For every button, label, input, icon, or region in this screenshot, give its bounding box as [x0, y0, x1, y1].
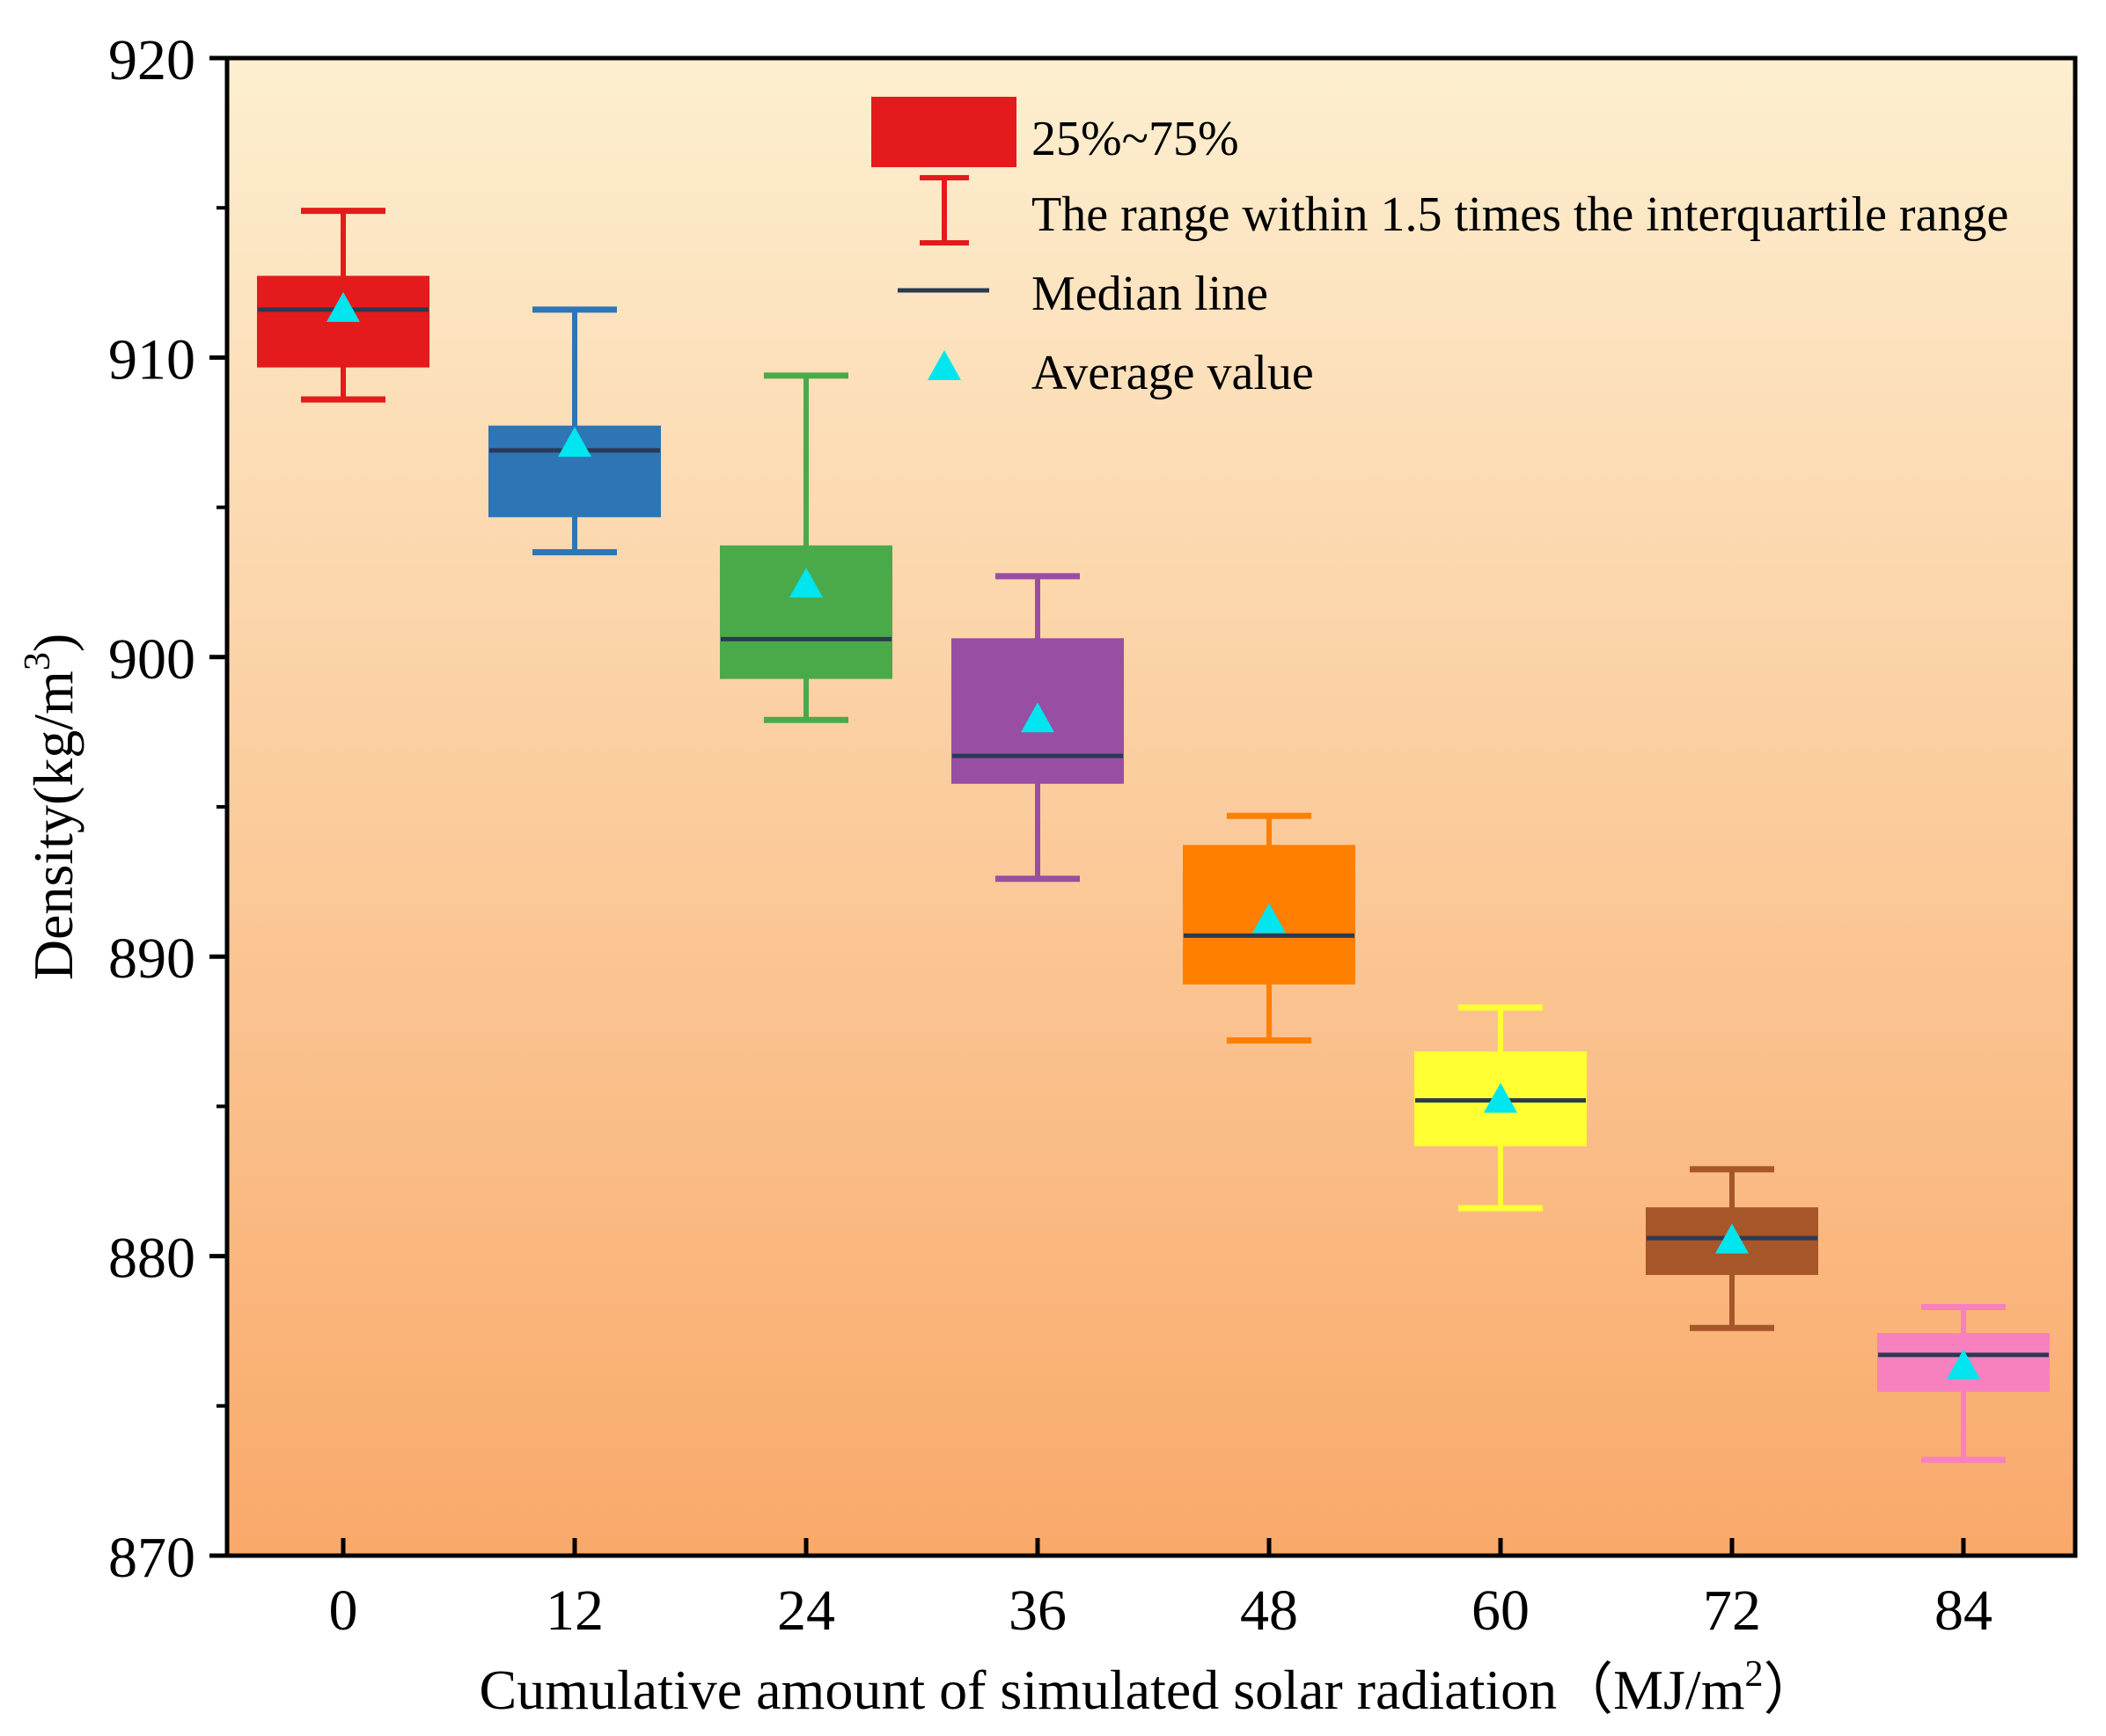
- x-tick-label: 36: [1009, 1579, 1067, 1643]
- legend-whisker-label: The range within 1.5 times the interquar…: [1031, 187, 2008, 242]
- x-tick-label: 12: [546, 1579, 604, 1643]
- box-48: [1183, 812, 1355, 1044]
- legend-box-swatch: [871, 97, 1016, 167]
- legend-mean-swatch: [928, 350, 961, 380]
- box-60: [1414, 1004, 1587, 1212]
- iqr-box: [1646, 1207, 1818, 1276]
- mean-marker: [789, 568, 823, 598]
- x-tick-label: 24: [777, 1579, 835, 1643]
- iqr-box: [720, 545, 892, 679]
- x-tick-label: 0: [329, 1579, 358, 1643]
- box-72: [1646, 1166, 1818, 1331]
- box-84: [1877, 1303, 2050, 1463]
- box-12: [488, 306, 661, 556]
- legend-median-label: Median line: [1031, 267, 1268, 321]
- mean-marker: [327, 291, 360, 322]
- box-36: [951, 573, 1124, 883]
- y-tick-label: 920: [108, 28, 195, 92]
- y-tick-label: 890: [108, 927, 195, 991]
- mean-marker: [1484, 1082, 1517, 1113]
- y-tick-label: 880: [108, 1227, 195, 1291]
- x-tick-label: 84: [1934, 1579, 1992, 1643]
- x-tick-label: 48: [1240, 1579, 1298, 1643]
- legend-mean-label: Average value: [1031, 346, 1314, 400]
- box-24: [720, 372, 892, 723]
- y-tick-label: 910: [108, 327, 195, 392]
- mean-marker: [558, 427, 591, 458]
- x-tick-label: 72: [1703, 1579, 1761, 1643]
- mean-marker: [1021, 702, 1054, 733]
- legend-box-label: 25%~75%: [1031, 112, 1239, 166]
- box-0: [257, 208, 429, 403]
- mean-marker: [1715, 1223, 1749, 1254]
- mean-marker: [1947, 1349, 1980, 1380]
- x-tick-label: 60: [1471, 1579, 1530, 1643]
- y-tick-label: 870: [108, 1526, 195, 1590]
- mean-marker: [1252, 903, 1286, 934]
- y-tick-label: 900: [108, 627, 195, 692]
- x-axis-title: Cumulative amount of simulated solar rad…: [480, 1654, 1820, 1721]
- y-axis-title: Density(kg/m3): [18, 634, 84, 980]
- iqr-box: [488, 425, 661, 517]
